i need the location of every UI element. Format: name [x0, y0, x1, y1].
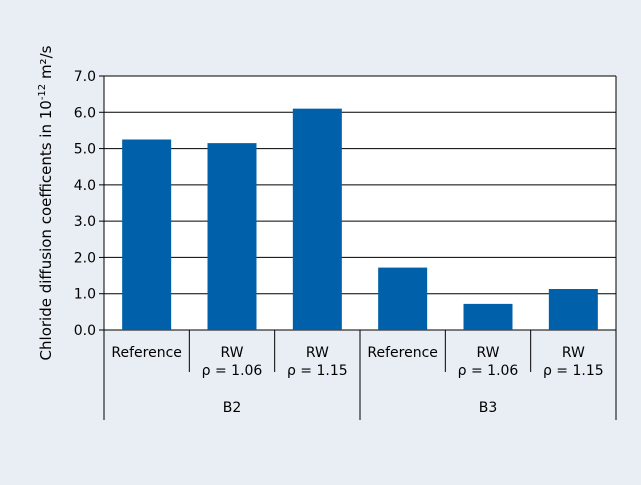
y-axis-title-exponent: -12 — [37, 84, 48, 100]
group-label: B3 — [479, 400, 498, 416]
y-tick-label: 4.0 — [74, 178, 96, 194]
y-tick-label: 5.0 — [74, 142, 96, 158]
bar — [463, 303, 513, 330]
y-tick-label: 3.0 — [74, 214, 96, 230]
category-label-line: RW — [476, 345, 499, 361]
bar — [378, 267, 428, 330]
bar — [292, 108, 342, 331]
bar — [207, 143, 257, 330]
y-tick-label: 0.0 — [74, 323, 96, 339]
category-label-line: RW — [306, 345, 329, 361]
y-tick-label: 1.0 — [74, 287, 96, 303]
y-axis-title: Chloride diffusion coefficents in 10-12 … — [37, 45, 55, 360]
category-label-line: Reference — [367, 345, 438, 361]
y-tick-label: 7.0 — [74, 69, 96, 85]
category-label-line: RW — [220, 345, 243, 361]
category-label-line: ρ = 1.06 — [202, 363, 263, 379]
y-axis-title-text: Chloride diffusion coefficents in 10 — [37, 100, 55, 360]
y-tick-label: 2.0 — [74, 250, 96, 266]
y-axis-title-unit: m²/s — [37, 45, 55, 83]
category-label-line: RW — [562, 345, 585, 361]
category-label: Reference — [367, 345, 438, 361]
category-label: RW ρ = 1.15 — [287, 345, 348, 379]
category-label-line: Reference — [111, 345, 182, 361]
group-label: B2 — [223, 400, 242, 416]
category-label-line: ρ = 1.06 — [458, 363, 519, 379]
plot-area — [104, 76, 616, 330]
category-label-line: ρ = 1.15 — [543, 363, 604, 379]
y-tick-label: 6.0 — [74, 105, 96, 121]
category-label: RW ρ = 1.15 — [543, 345, 604, 379]
category-label: Reference — [111, 345, 182, 361]
category-label: RW ρ = 1.06 — [458, 345, 519, 379]
bar — [548, 288, 598, 330]
category-label-line: ρ = 1.15 — [287, 363, 348, 379]
bar — [122, 139, 172, 330]
category-label: RW ρ = 1.06 — [202, 345, 263, 379]
